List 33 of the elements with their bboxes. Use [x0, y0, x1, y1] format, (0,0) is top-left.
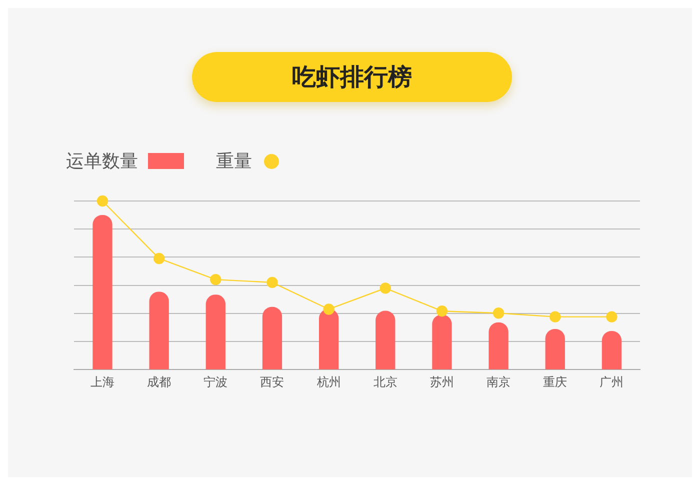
x-tick-label: 宁波	[204, 374, 228, 389]
bar	[432, 314, 452, 370]
bar	[488, 322, 508, 370]
point	[210, 274, 222, 286]
bar	[206, 294, 226, 370]
bar	[318, 308, 339, 370]
bar	[262, 306, 282, 370]
chart-title: 吃虾排行榜	[192, 52, 512, 102]
x-tick-label: 上海	[90, 374, 114, 389]
x-tick-label: 西安	[260, 374, 284, 389]
point	[550, 311, 561, 322]
point	[323, 304, 334, 315]
x-tick-label: 重庆	[543, 374, 568, 389]
x-tick-label: 广州	[600, 374, 624, 389]
point	[380, 282, 391, 294]
bar	[92, 215, 112, 370]
x-tick-label: 成都	[147, 374, 172, 389]
legend-label: 重量	[216, 150, 252, 173]
x-tick-label: 杭州	[316, 374, 341, 389]
point	[492, 308, 504, 319]
point	[153, 252, 165, 264]
bar	[602, 331, 622, 370]
bar	[545, 328, 565, 370]
x-tick-label: 苏州	[430, 374, 454, 389]
point	[606, 311, 618, 322]
legend-label: 运单数量	[66, 150, 138, 173]
point	[436, 305, 448, 317]
point	[96, 195, 108, 207]
x-tick-label: 南京	[486, 374, 511, 389]
point	[266, 276, 278, 288]
bar	[149, 292, 169, 370]
bar	[376, 310, 396, 370]
x-tick-label: 北京	[373, 374, 398, 389]
